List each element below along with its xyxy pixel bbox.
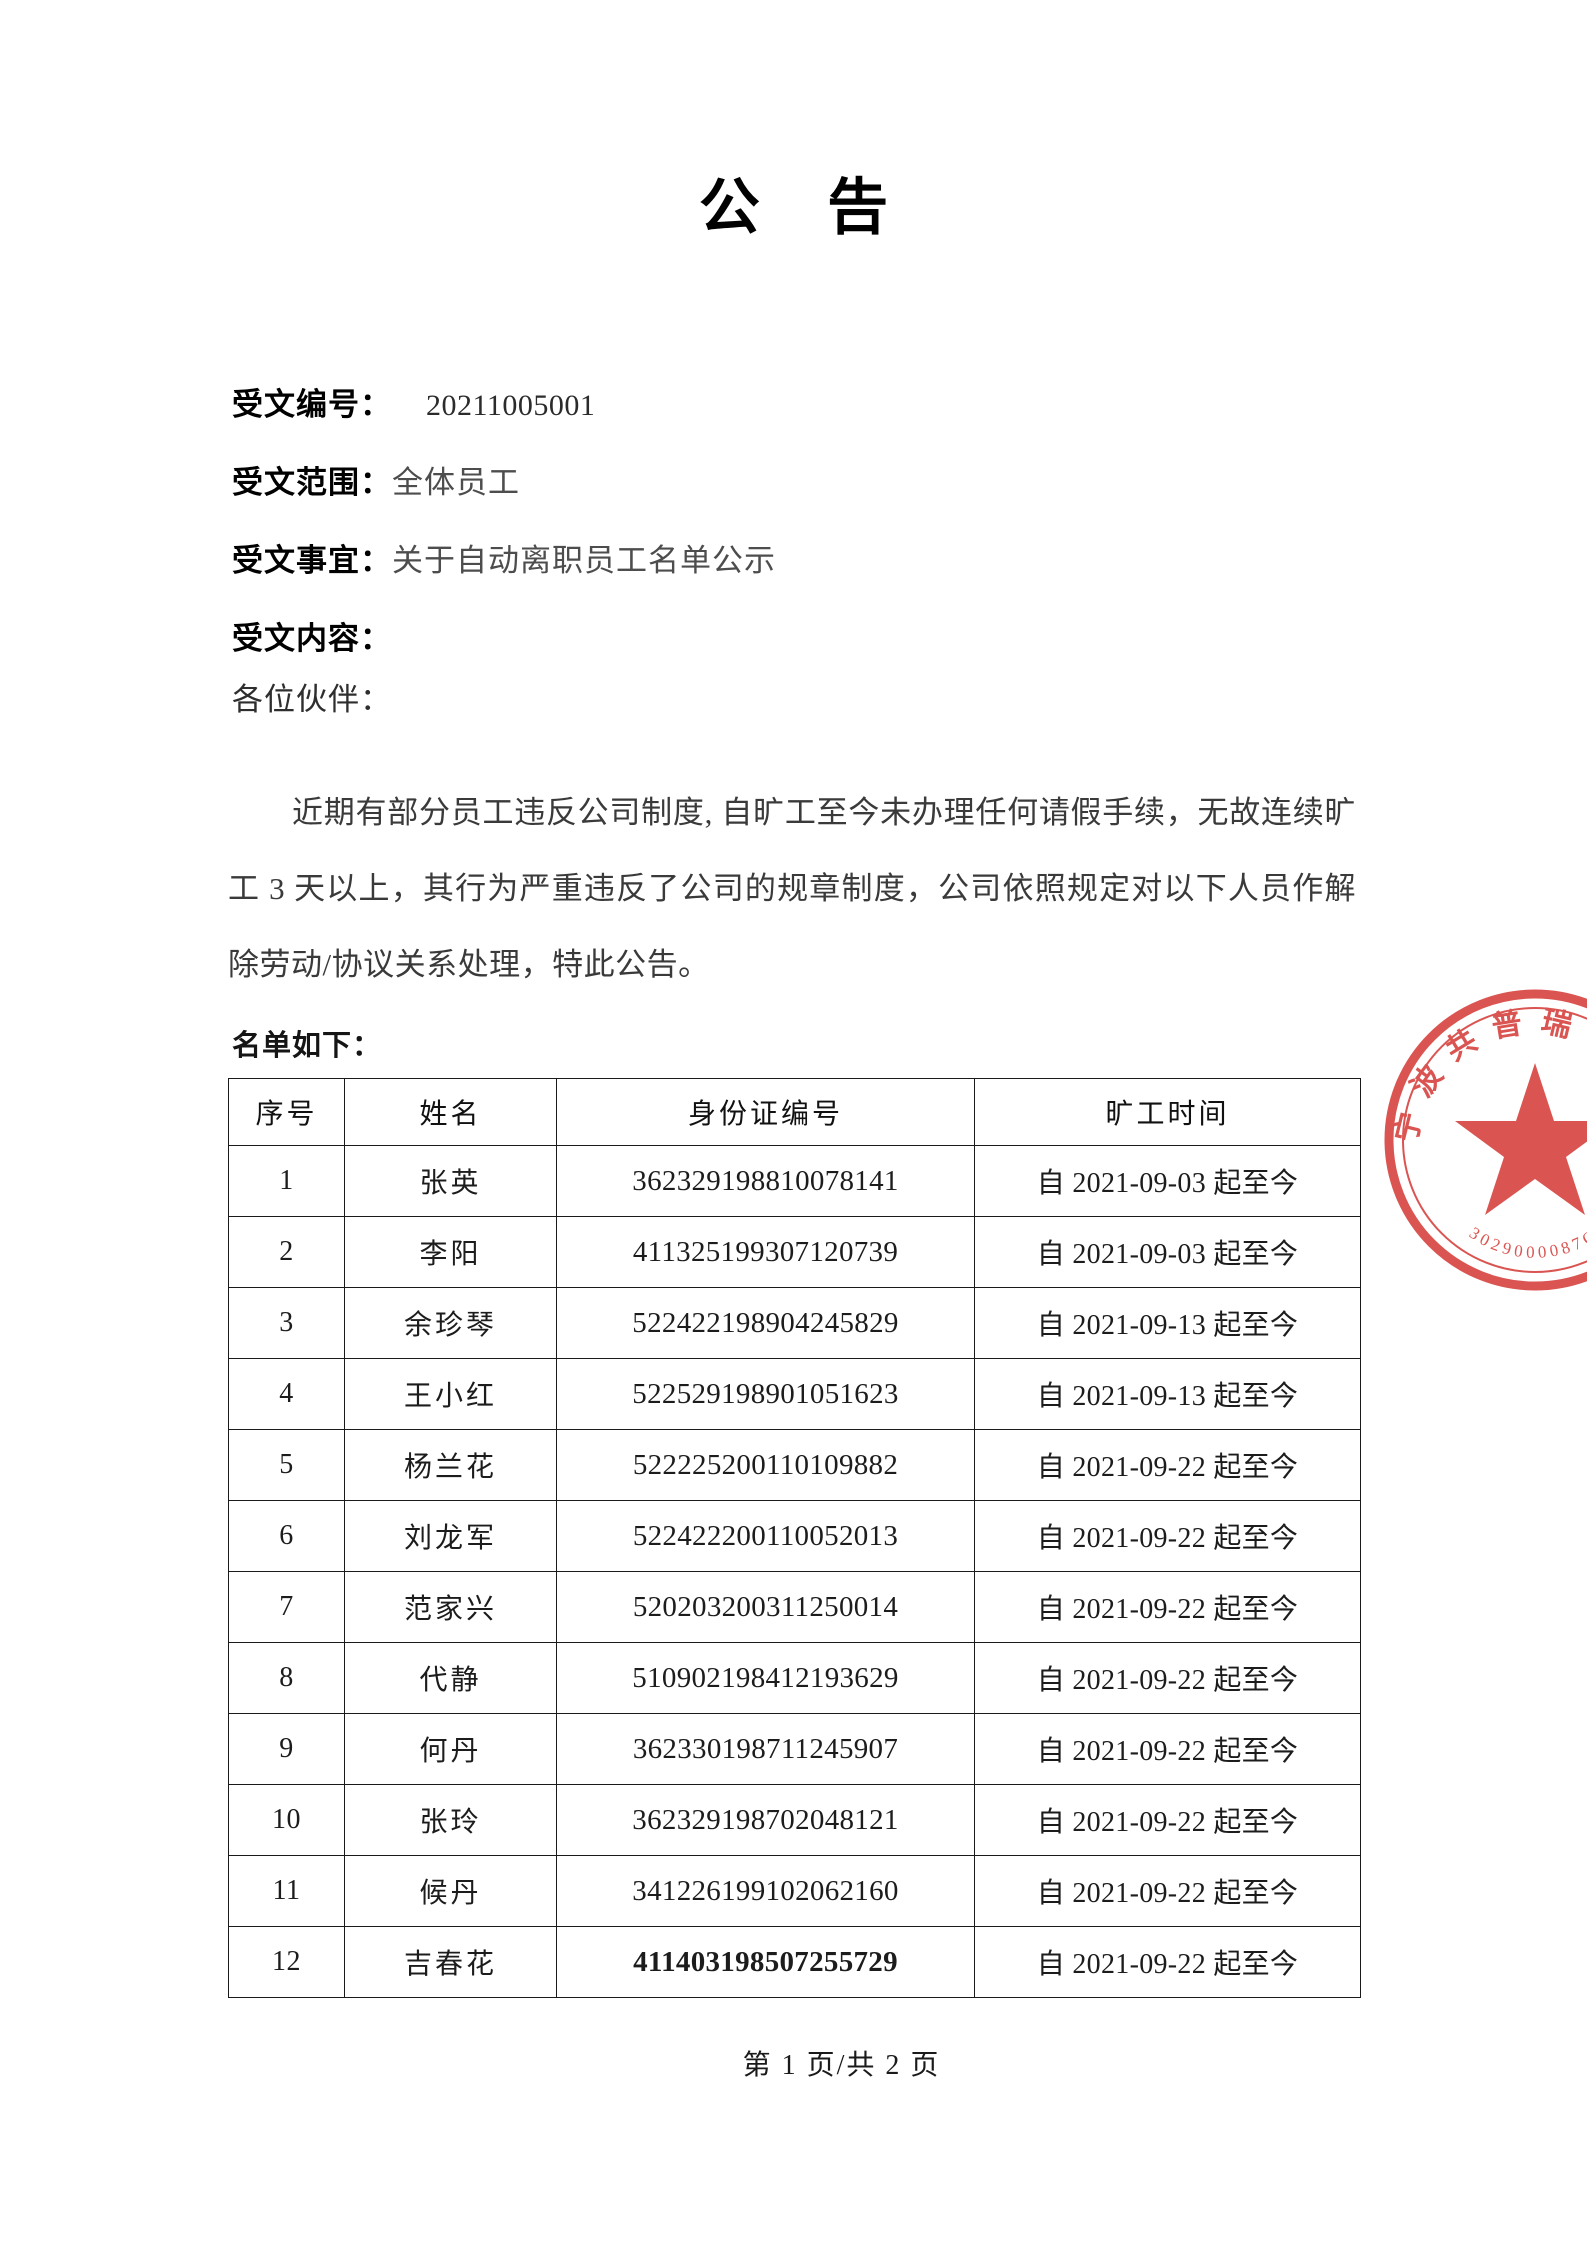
cell-id-number: 362329198810078141 — [556, 1145, 975, 1217]
cell-name: 范家兴 — [344, 1571, 557, 1643]
salutation: 各位伙伴： — [232, 682, 392, 717]
cell-index: 8 — [228, 1642, 345, 1714]
cell-absence-time: 自 2021-09-03 起至今 — [974, 1216, 1361, 1288]
meta-row-content: 受文内容： — [232, 600, 1362, 678]
cell-absence-time: 自 2021-09-22 起至今 — [974, 1713, 1361, 1785]
cell-id-number: 522422200110052013 — [556, 1500, 975, 1572]
column-header-name: 姓名 — [344, 1078, 557, 1146]
cell-absence-time: 自 2021-09-22 起至今 — [974, 1500, 1361, 1572]
cell-id-number: 510902198412193629 — [556, 1642, 975, 1714]
table-header-row: 序号 姓名 身份证编号 旷工时间 — [228, 1078, 1361, 1146]
cell-index: 4 — [228, 1358, 345, 1430]
cell-index: 5 — [228, 1429, 345, 1501]
page-title: 公 告 — [698, 175, 915, 242]
cell-id-number: 411403198507255729 — [556, 1926, 975, 1998]
roster-body: 1 张英 362329198810078141 自 2021-09-03 起至今 2 李阳… — [228, 1145, 1361, 1998]
cell-id-number: 362329198702048121 — [556, 1784, 975, 1856]
table-row: 9 何丹 362330198711245907 自 2021-09-22 起至今 — [228, 1713, 1361, 1785]
cell-name: 刘龙军 — [344, 1500, 557, 1572]
cell-name: 余珍琴 — [344, 1287, 557, 1359]
roster-table: 序号 姓名 身份证编号 旷工时间 1 张英 362329198810078141 自 … — [228, 1078, 1361, 1998]
table-row: 7 范家兴 520203200311250014 自 2021-09-22 起至今 — [228, 1571, 1361, 1643]
column-header-time: 旷工时间 — [974, 1078, 1361, 1146]
cell-absence-time: 自 2021-09-22 起至今 — [974, 1926, 1361, 1998]
list-intro: 名单如下： — [232, 1030, 383, 1062]
cell-index: 3 — [228, 1287, 345, 1359]
meta-row-doc-number: 受文编号： 20211005001 — [232, 366, 1362, 444]
cell-id-number: 522529198901051623 — [556, 1358, 975, 1430]
table-row: 4 王小红 522529198901051623 自 2021-09-13 起至今 — [228, 1358, 1361, 1430]
table-row: 12 吉春花 411403198507255729 自 2021-09-22 起至今 — [228, 1926, 1361, 1998]
meta-value-subject: 关于自动离职员工名单公示 — [392, 543, 776, 578]
cell-id-number: 522422198904245829 — [556, 1287, 975, 1359]
column-header-index: 序号 — [228, 1078, 345, 1146]
cell-id-number: 522225200110109882 — [556, 1429, 975, 1501]
cell-absence-time: 自 2021-09-13 起至今 — [974, 1358, 1361, 1430]
table-row: 3 余珍琴 522422198904245829 自 2021-09-13 起至今 — [228, 1287, 1361, 1359]
meta-label-scope: 受文范围： — [232, 465, 392, 500]
cell-index: 7 — [228, 1571, 345, 1643]
cell-absence-time: 自 2021-09-22 起至今 — [974, 1429, 1361, 1501]
cell-absence-time: 自 2021-09-03 起至今 — [974, 1145, 1361, 1217]
meta-row-subject: 受文事宜： 关于自动离职员工名单公示 — [232, 522, 1362, 600]
meta-label-content: 受文内容： — [232, 621, 392, 656]
cell-index: 6 — [228, 1500, 345, 1572]
table-row: 5 杨兰花 522225200110109882 自 2021-09-22 起至今 — [228, 1429, 1361, 1501]
meta-block: 受文编号： 20211005001 受文范围： 全体员工 受文事宜： 关于自动离… — [232, 366, 1362, 678]
cell-index: 11 — [228, 1855, 345, 1927]
cell-name: 张玲 — [344, 1784, 557, 1856]
meta-value-doc-number: 20211005001 — [426, 389, 596, 422]
cell-index: 1 — [228, 1145, 345, 1217]
cell-name: 王小红 — [344, 1358, 557, 1430]
svg-text:3029000087O8: 3029000087O8 — [1466, 1217, 1587, 1262]
body-paragraph: 近期有部分员工违反公司制度, 自旷工至今未办理任何请假手续，无故连续旷工 3 天… — [228, 795, 1356, 982]
cell-id-number: 520203200311250014 — [556, 1571, 975, 1643]
meta-value-scope: 全体员工 — [392, 465, 520, 500]
cell-name: 代静 — [344, 1642, 557, 1714]
cell-name: 候丹 — [344, 1855, 557, 1927]
official-seal-stamp: 宁波共普瑞特 3029000087O8 — [1380, 985, 1587, 1295]
table-row: 11 候丹 341226199102062160 自 2021-09-22 起至今 — [228, 1855, 1361, 1927]
page-footer: 第 1 页/共 2 页 — [0, 2043, 1587, 2083]
cell-id-number: 411325199307120739 — [556, 1216, 975, 1288]
cell-id-number: 362330198711245907 — [556, 1713, 975, 1785]
cell-name: 张英 — [344, 1145, 557, 1217]
page-number-text: 第 1 页/共 2 页 — [742, 2050, 941, 2081]
cell-index: 12 — [228, 1926, 345, 1998]
cell-index: 10 — [228, 1784, 345, 1856]
meta-label-subject: 受文事宜： — [232, 543, 392, 578]
cell-index: 2 — [228, 1216, 345, 1288]
cell-absence-time: 自 2021-09-22 起至今 — [974, 1642, 1361, 1714]
cell-absence-time: 自 2021-09-22 起至今 — [974, 1784, 1361, 1856]
meta-label-doc-number: 受文编号： — [232, 387, 392, 422]
meta-row-scope: 受文范围： 全体员工 — [232, 444, 1362, 522]
column-header-id: 身份证编号 — [556, 1078, 975, 1146]
svg-text:宁波共普瑞特: 宁波共普瑞特 — [1389, 1003, 1587, 1146]
table-row: 6 刘龙军 522422200110052013 自 2021-09-22 起至今 — [228, 1500, 1361, 1572]
table-row: 2 李阳 411325199307120739 自 2021-09-03 起至今 — [228, 1216, 1361, 1288]
cell-name: 吉春花 — [344, 1926, 557, 1998]
table-row: 8 代静 510902198412193629 自 2021-09-22 起至今 — [228, 1642, 1361, 1714]
cell-index: 9 — [228, 1713, 345, 1785]
cell-absence-time: 自 2021-09-22 起至今 — [974, 1855, 1361, 1927]
cell-name: 杨兰花 — [344, 1429, 557, 1501]
cell-name: 何丹 — [344, 1713, 557, 1785]
cell-id-number: 341226199102062160 — [556, 1855, 975, 1927]
cell-absence-time: 自 2021-09-13 起至今 — [974, 1287, 1361, 1359]
table-row: 1 张英 362329198810078141 自 2021-09-03 起至今 — [228, 1145, 1361, 1217]
cell-absence-time: 自 2021-09-22 起至今 — [974, 1571, 1361, 1643]
table-row: 10 张玲 362329198702048121 自 2021-09-22 起至今 — [228, 1784, 1361, 1856]
cell-name: 李阳 — [344, 1216, 557, 1288]
